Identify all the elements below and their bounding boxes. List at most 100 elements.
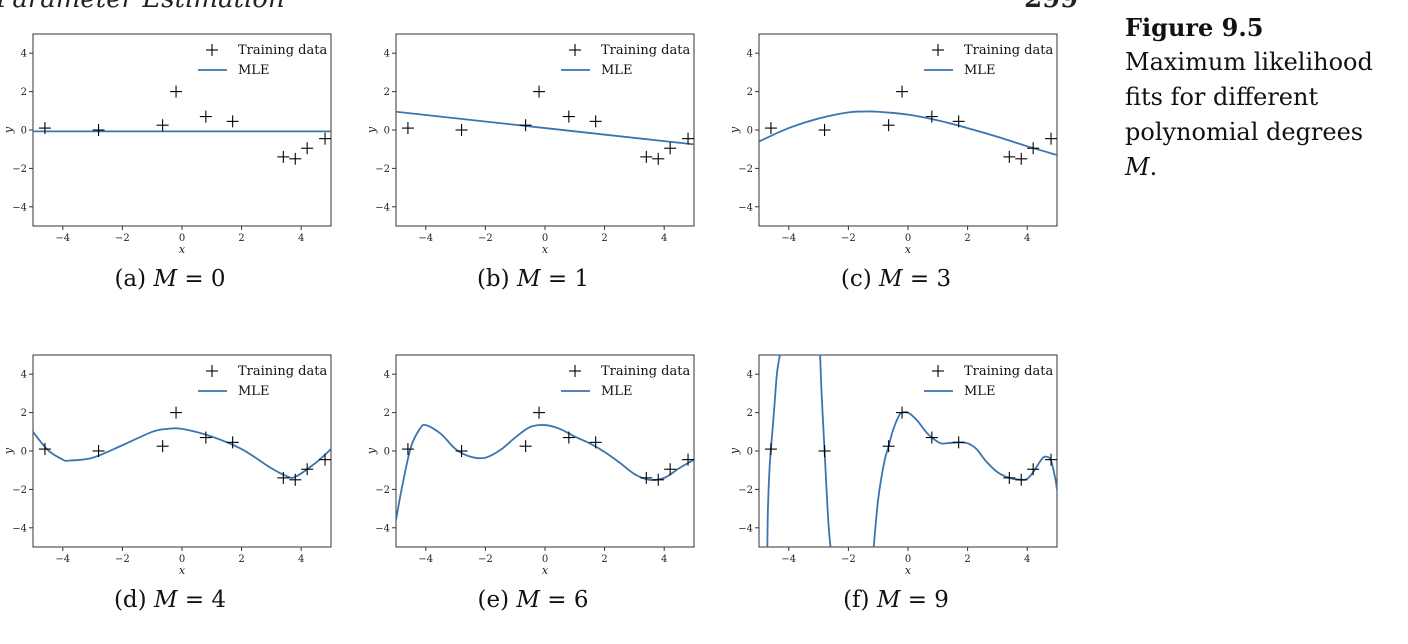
- caption-f-symbol: M: [876, 587, 901, 613]
- header-title: Parameter Estimation: [0, 0, 285, 14]
- training-point: [277, 471, 290, 484]
- training-point: [170, 406, 183, 419]
- mle-curve: [819, 355, 832, 547]
- plot-e: −4 −2 0 2 4 −4 −2 0 2 4 x y Training data MLE: [365, 354, 695, 577]
- plot-b: −4 −2 0 2 4 −4 −2 0 2 4 x y Training data MLE: [365, 33, 695, 256]
- x-tick-label: 2: [601, 233, 607, 244]
- y-tick-label: 4: [747, 49, 753, 60]
- legend-marker-training: [569, 365, 581, 377]
- legend-label-mle: MLE: [601, 384, 632, 399]
- plot-f-frame: [758, 354, 1058, 548]
- panel-c: −4 −2 0 2 4 −4 −2 0 2 4 x y Training data MLE: [726, 24, 1066, 264]
- legend-marker-training: [932, 365, 944, 377]
- x-axis-label: x: [542, 564, 549, 577]
- y-tick-label: −4: [375, 523, 390, 534]
- x-tick-label: −4: [781, 233, 796, 244]
- y-axis-label: y: [2, 447, 15, 455]
- training-point: [682, 132, 695, 145]
- training-point: [896, 406, 909, 419]
- y-tick-label: 0: [747, 447, 753, 458]
- legend-label-mle: MLE: [601, 63, 632, 78]
- plot-a: −4 −2 0 2 4 −4 −2 0 2 4 x y Training data MLE: [2, 33, 332, 256]
- plot-c: −4 −2 0 2 4 −4 −2 0 2 4 x y Training data MLE: [728, 33, 1058, 256]
- training-point: [38, 122, 51, 135]
- x-tick-label: 4: [661, 233, 667, 244]
- panel-f: −4 −2 0 2 4 −4 −2 0 2 4 x y Training data MLE: [726, 345, 1066, 585]
- caption-c: (c) M = 3: [726, 266, 1066, 292]
- training-point: [319, 132, 332, 145]
- training-point: [289, 152, 302, 165]
- x-tick-label: −4: [55, 554, 70, 565]
- x-tick-label: −4: [55, 233, 70, 244]
- training-point: [589, 436, 602, 449]
- caption-b-symbol: M: [516, 266, 541, 292]
- legend-label-training: Training data: [601, 43, 690, 58]
- y-axis-label: y: [365, 447, 378, 455]
- training-point: [199, 110, 212, 123]
- x-tick-label: 2: [601, 554, 607, 565]
- legend-marker-training: [206, 44, 218, 56]
- x-tick-label: 2: [238, 233, 244, 244]
- x-tick-label: −2: [841, 554, 856, 565]
- training-point: [1003, 150, 1016, 163]
- plot-d-frame: [32, 354, 332, 548]
- y-tick-label: 4: [384, 49, 390, 60]
- figure-label: Figure 9.5: [1125, 13, 1264, 42]
- training-point: [519, 119, 532, 132]
- caption-a-symbol: M: [153, 266, 177, 292]
- mle-curve: [872, 411, 1057, 547]
- panel-d: −4 −2 0 2 4 −4 −2 0 2 4 x y Training data MLE: [0, 345, 340, 585]
- training-point: [925, 110, 938, 123]
- caption-e-value: = 6: [547, 587, 589, 613]
- training-point: [664, 463, 677, 476]
- training-point: [519, 440, 532, 453]
- training-point: [952, 115, 965, 128]
- training-point: [818, 445, 831, 457]
- caption-e: (e) M = 6: [363, 587, 703, 613]
- figure-caption: Figure 9.5 Maximum likelihood fits for d…: [1125, 10, 1395, 185]
- legend: Training data MLE: [198, 43, 327, 78]
- training-point: [640, 150, 653, 163]
- legend-marker-training: [206, 365, 218, 377]
- mle-curve: [33, 427, 331, 479]
- x-tick-label: 4: [661, 554, 667, 565]
- caption-e-prefix: (e): [477, 587, 510, 613]
- legend: Training data MLE: [561, 43, 690, 78]
- y-axis-label: y: [728, 126, 741, 134]
- caption-d-prefix: (d): [113, 587, 147, 613]
- training-point: [652, 473, 665, 486]
- x-tick-label: −4: [781, 554, 796, 565]
- plot-d: −4 −2 0 2 4 −4 −2 0 2 4 x y Training data MLE: [2, 354, 332, 577]
- legend: Training data MLE: [561, 364, 690, 399]
- x-tick-label: 4: [298, 554, 304, 565]
- training-point: [562, 431, 575, 444]
- caption-f-value: = 9: [907, 587, 949, 613]
- y-tick-label: −2: [738, 485, 753, 496]
- x-tick-label: −4: [418, 233, 433, 244]
- legend-label-mle: MLE: [964, 384, 995, 399]
- x-axis-label: x: [179, 243, 186, 256]
- training-point: [92, 124, 105, 136]
- y-tick-label: 2: [384, 408, 390, 419]
- x-tick-label: 0: [905, 233, 911, 244]
- caption-b: (b) M = 1: [363, 266, 703, 292]
- legend-label-training: Training data: [964, 43, 1053, 58]
- y-tick-label: −4: [738, 523, 753, 534]
- training-point: [533, 85, 546, 98]
- y-tick-label: 4: [384, 370, 390, 381]
- x-tick-label: −2: [115, 554, 130, 565]
- y-tick-label: 4: [747, 370, 753, 381]
- y-tick-label: −4: [375, 202, 390, 213]
- caption-c-prefix: (c): [840, 266, 872, 292]
- mle-curve: [396, 423, 694, 521]
- y-tick-label: 2: [21, 87, 27, 98]
- training-point: [226, 115, 239, 128]
- x-tick-label: 2: [238, 554, 244, 565]
- training-point: [1027, 142, 1040, 155]
- caption-f-prefix: (f): [843, 587, 870, 613]
- x-tick-label: −2: [115, 233, 130, 244]
- training-point: [156, 119, 169, 132]
- legend-label-mle: MLE: [964, 63, 995, 78]
- legend-marker-training: [932, 44, 944, 56]
- y-tick-label: 0: [384, 447, 390, 458]
